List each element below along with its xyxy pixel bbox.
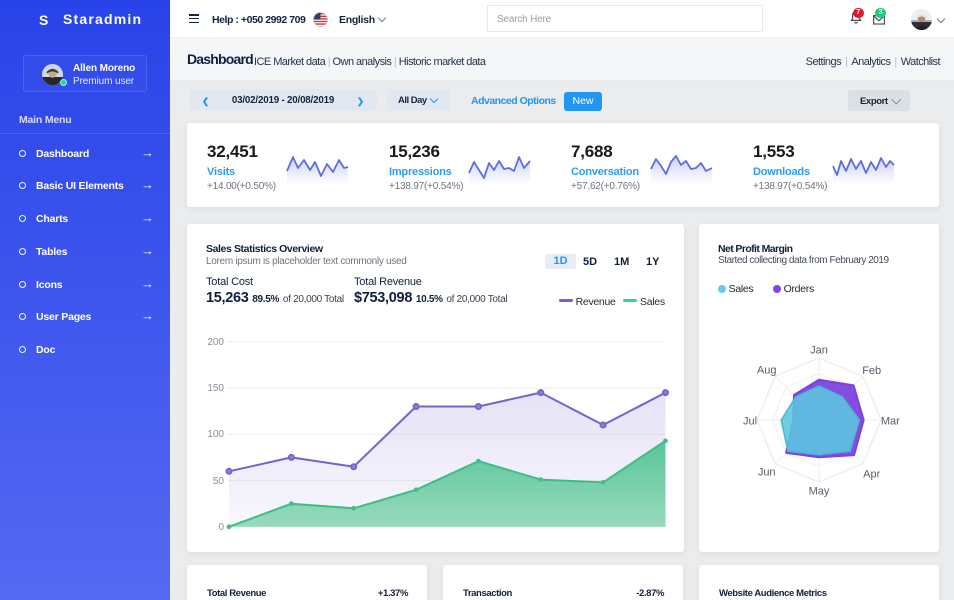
svg-text:150: 150	[207, 383, 224, 394]
svg-text:0: 0	[218, 522, 224, 533]
svg-text:Jul: Jul	[743, 415, 757, 427]
svg-text:200: 200	[207, 337, 224, 348]
svg-text:May: May	[809, 486, 830, 498]
svg-text:Feb: Feb	[862, 365, 881, 377]
svg-text:Jan: Jan	[810, 345, 828, 357]
svg-text:Mar: Mar	[881, 415, 900, 427]
svg-text:Apr: Apr	[863, 468, 880, 480]
svg-text:50: 50	[213, 476, 225, 487]
svg-text:100: 100	[207, 429, 224, 440]
svg-text:Aug: Aug	[757, 364, 777, 376]
svg-text:Jun: Jun	[758, 467, 776, 479]
